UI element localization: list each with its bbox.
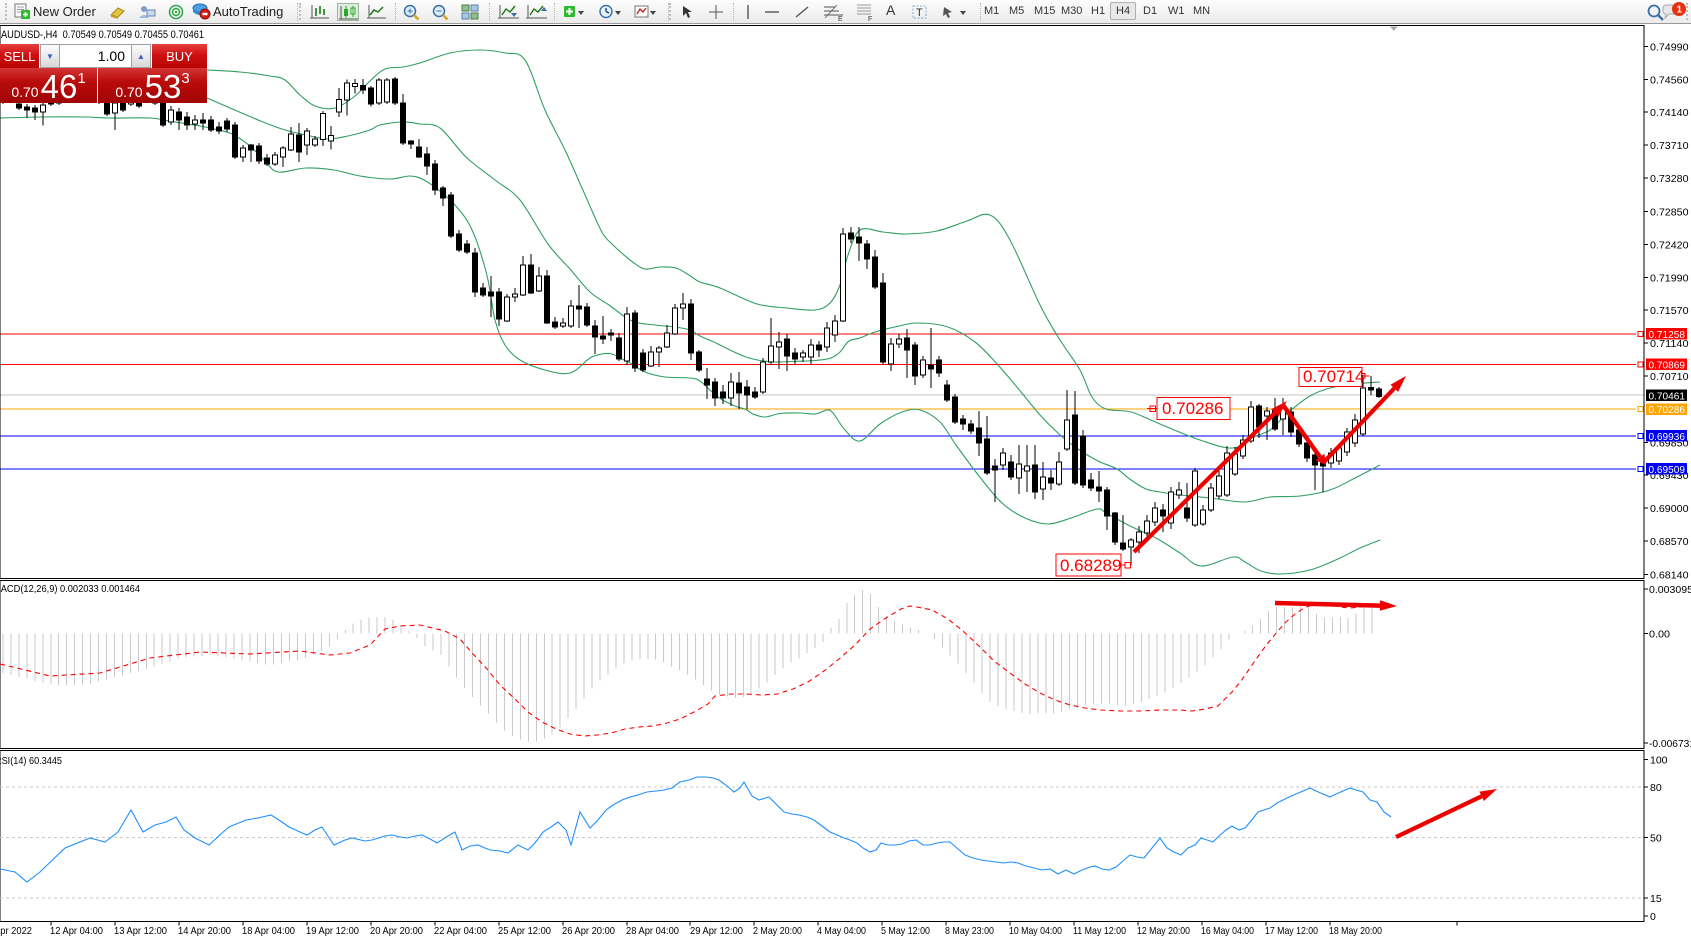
svg-text:0.73710: 0.73710 (1650, 140, 1689, 152)
svg-text:50: 50 (1650, 833, 1662, 845)
svg-text:80: 80 (1650, 782, 1662, 794)
svg-text:Apr 2022: Apr 2022 (0, 925, 32, 937)
svg-text:RSI(14) 60.3445: RSI(14) 60.3445 (0, 755, 62, 767)
svg-text:1: 1 (1677, 5, 1683, 16)
svg-text:0.69509: 0.69509 (1649, 464, 1686, 476)
svg-text:E: E (838, 16, 843, 22)
svg-text:0.74560: 0.74560 (1650, 75, 1689, 87)
svg-text:25 Apr 12:00: 25 Apr 12:00 (498, 925, 551, 937)
svg-text:20 Apr 20:00: 20 Apr 20:00 (370, 925, 423, 937)
svg-text:0.72420: 0.72420 (1650, 239, 1689, 251)
svg-text:12 Apr 04:00: 12 Apr 04:00 (50, 925, 103, 937)
svg-text:-0.006731: -0.006731 (1649, 738, 1691, 750)
svg-text:19 Apr 12:00: 19 Apr 12:00 (306, 925, 359, 937)
svg-text:10 May 04:00: 10 May 04:00 (1009, 925, 1062, 937)
svg-text:29 Apr 12:00: 29 Apr 12:00 (690, 925, 743, 937)
svg-text:14 Apr 20:00: 14 Apr 20:00 (178, 925, 231, 937)
svg-text:0.70461: 0.70461 (1649, 390, 1686, 402)
svg-text:0.69936: 0.69936 (1649, 431, 1686, 443)
svg-text:16 May 04:00: 16 May 04:00 (1201, 925, 1254, 937)
svg-text:28 Apr 04:00: 28 Apr 04:00 (626, 925, 679, 937)
svg-text:0: 0 (1650, 911, 1656, 923)
svg-text:2 May 20:00: 2 May 20:00 (753, 925, 802, 937)
svg-text:0.68289: 0.68289 (1060, 556, 1121, 575)
svg-text:0.71990: 0.71990 (1650, 273, 1689, 285)
svg-text:0.71140: 0.71140 (1650, 338, 1689, 350)
svg-text:100: 100 (1650, 755, 1668, 767)
svg-text:MACD(12,26,9) 0.002033 0.00146: MACD(12,26,9) 0.002033 0.001464 (0, 583, 140, 595)
svg-text:0.71258: 0.71258 (1649, 329, 1686, 341)
svg-text:0.73280: 0.73280 (1650, 173, 1689, 185)
svg-text:0.70710: 0.70710 (1650, 371, 1689, 383)
svg-text:15: 15 (1650, 893, 1662, 905)
svg-text:0.70869: 0.70869 (1649, 359, 1686, 371)
svg-text:5 May 12:00: 5 May 12:00 (881, 925, 930, 937)
svg-text:8 May 23:00: 8 May 23:00 (945, 925, 994, 937)
svg-text:0.72850: 0.72850 (1650, 206, 1689, 218)
svg-text:18 May 20:00: 18 May 20:00 (1329, 925, 1382, 937)
svg-text:0.70286: 0.70286 (1162, 399, 1223, 418)
svg-text:0.68570: 0.68570 (1650, 536, 1689, 548)
svg-text:13 Apr 12:00: 13 Apr 12:00 (114, 925, 167, 937)
svg-text:0.70714: 0.70714 (1303, 367, 1364, 386)
svg-text:22 Apr 04:00: 22 Apr 04:00 (434, 925, 487, 937)
svg-text:0.70286: 0.70286 (1649, 404, 1686, 416)
svg-text:F: F (868, 16, 872, 22)
svg-text:0.003095: 0.003095 (1649, 584, 1691, 596)
svg-text:0.71570: 0.71570 (1650, 305, 1689, 317)
svg-text:11 May 12:00: 11 May 12:00 (1073, 925, 1126, 937)
svg-text:18 Apr 04:00: 18 Apr 04:00 (242, 925, 295, 937)
svg-text:0.68140: 0.68140 (1650, 569, 1689, 581)
svg-text:0.74140: 0.74140 (1650, 107, 1689, 119)
svg-text:12 May 20:00: 12 May 20:00 (1137, 925, 1190, 937)
svg-text:0.69000: 0.69000 (1650, 503, 1689, 515)
svg-text:0.00: 0.00 (1649, 629, 1670, 641)
svg-text:T: T (916, 7, 923, 19)
svg-text:4 May 04:00: 4 May 04:00 (817, 925, 866, 937)
svg-text:17 May 12:00: 17 May 12:00 (1265, 925, 1318, 937)
svg-text:26 Apr 20:00: 26 Apr 20:00 (562, 925, 615, 937)
svg-text:0.74990: 0.74990 (1650, 41, 1689, 53)
svg-text:AUDUSD-,H4 0.70549 0.70549 0.: AUDUSD-,H4 0.70549 0.70549 0.70455 0.704… (1, 29, 204, 41)
